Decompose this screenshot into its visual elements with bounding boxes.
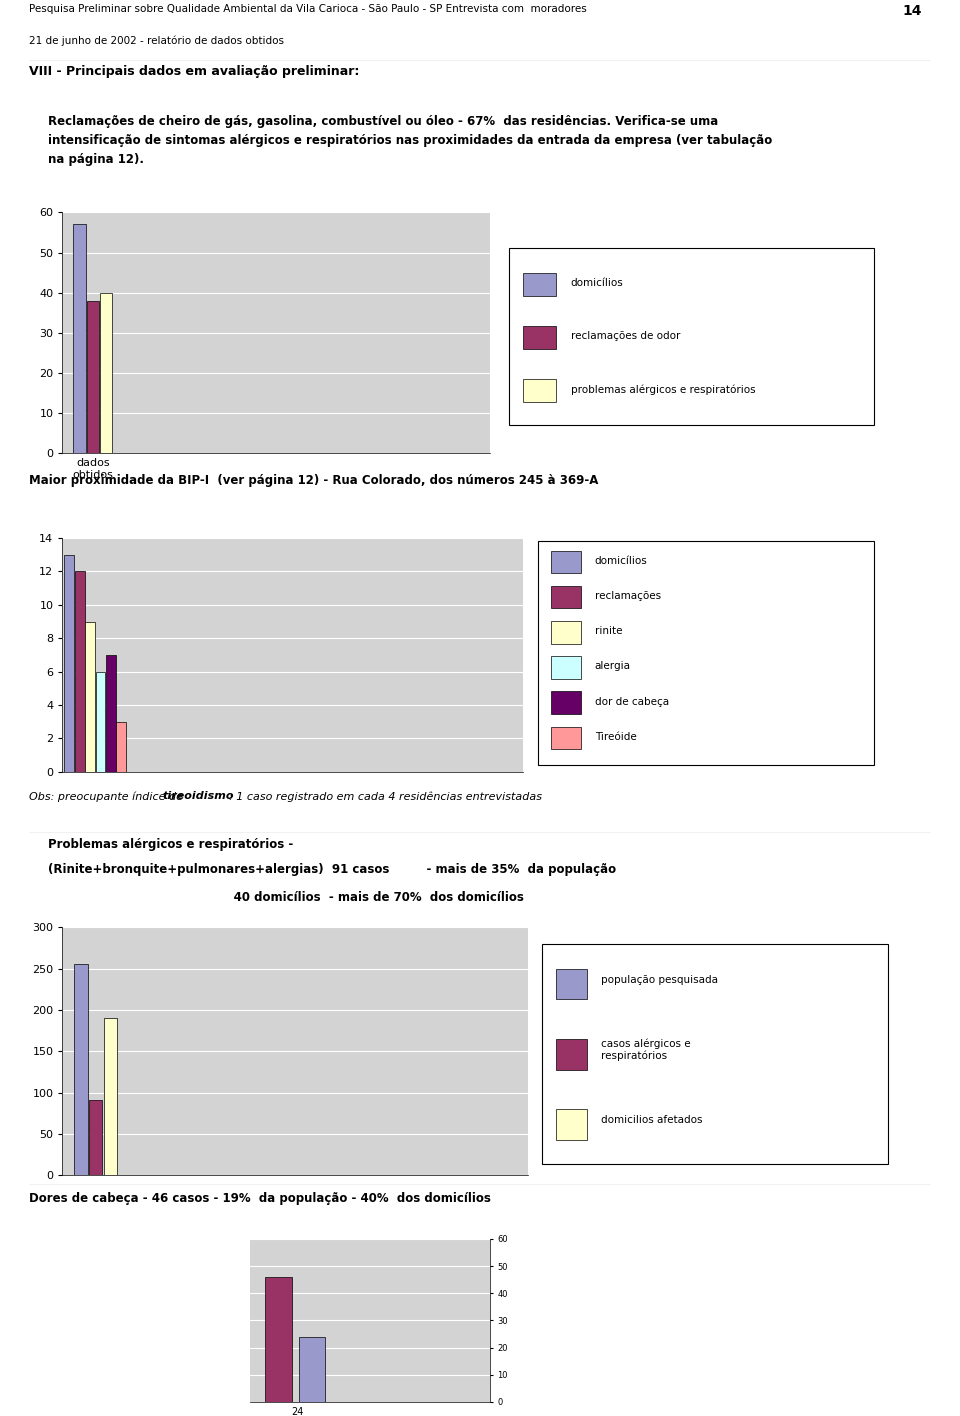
Text: rinite: rinite xyxy=(595,626,622,636)
Bar xyxy=(556,1109,588,1140)
FancyBboxPatch shape xyxy=(542,944,888,1164)
Bar xyxy=(551,691,582,714)
Text: : 1 caso registrado em cada 4 residências entrevistadas: : 1 caso registrado em cada 4 residência… xyxy=(229,792,542,801)
Bar xyxy=(551,657,582,678)
Bar xyxy=(100,293,112,453)
FancyBboxPatch shape xyxy=(509,248,874,425)
Text: reclamações: reclamações xyxy=(595,590,660,602)
Bar xyxy=(96,671,106,772)
Bar xyxy=(64,555,74,772)
Text: 21 de junho de 2002 - relatório de dados obtidos: 21 de junho de 2002 - relatório de dados… xyxy=(29,35,284,45)
Bar xyxy=(299,1337,325,1402)
Bar xyxy=(265,1277,292,1402)
Bar xyxy=(106,654,116,772)
Text: dor de cabeça: dor de cabeça xyxy=(595,697,669,707)
Bar xyxy=(551,551,582,573)
Text: Reclamações de cheiro de gás, gasolina, combustível ou óleo - 67%  das residênci: Reclamações de cheiro de gás, gasolina, … xyxy=(48,115,772,166)
Text: domicílios: domicílios xyxy=(595,556,647,566)
Text: população pesquisada: população pesquisada xyxy=(601,974,718,984)
Bar xyxy=(85,622,95,772)
Text: 40 domicílios  - mais de 70%  dos domicílios: 40 domicílios - mais de 70% dos domicíli… xyxy=(48,891,524,903)
Bar xyxy=(551,622,582,644)
Text: Dores de cabeça - 46 casos - 19%  da população - 40%  dos domicílios: Dores de cabeça - 46 casos - 19% da popu… xyxy=(29,1192,491,1205)
Bar xyxy=(523,272,556,296)
Text: tireoidismo: tireoidismo xyxy=(162,792,234,801)
Text: 14: 14 xyxy=(902,4,922,18)
FancyBboxPatch shape xyxy=(538,541,874,765)
Bar xyxy=(523,378,556,402)
Text: alergia: alergia xyxy=(595,661,631,671)
Bar xyxy=(86,300,99,453)
Text: Pesquisa Preliminar sobre Qualidade Ambiental da Vila Carioca - São Paulo - SP E: Pesquisa Preliminar sobre Qualidade Ambi… xyxy=(29,4,587,14)
Bar xyxy=(523,326,556,348)
Bar xyxy=(74,964,87,1175)
Text: Problemas alérgicos e respiratórios -: Problemas alérgicos e respiratórios - xyxy=(48,838,293,851)
Text: Tireóide: Tireóide xyxy=(595,732,636,742)
Text: domicílios: domicílios xyxy=(571,278,624,289)
Text: casos alérgicos e
respiratórios: casos alérgicos e respiratórios xyxy=(601,1038,691,1061)
Text: reclamações de odor: reclamações de odor xyxy=(571,331,681,341)
Bar xyxy=(73,224,85,453)
Bar xyxy=(551,726,582,749)
Bar xyxy=(89,1100,103,1175)
Bar xyxy=(75,572,84,772)
Text: problemas alérgicos e respiratórios: problemas alérgicos e respiratórios xyxy=(571,384,756,395)
Text: VIII - Principais dados em avaliação preliminar:: VIII - Principais dados em avaliação pre… xyxy=(29,65,359,78)
Bar xyxy=(556,969,588,1000)
Bar xyxy=(116,722,126,772)
Text: Maior proximidade da BIP-I  (ver página 12) - Rua Colorado, dos números 245 à 36: Maior proximidade da BIP-I (ver página 1… xyxy=(29,474,598,487)
Text: domicilios afetados: domicilios afetados xyxy=(601,1114,703,1126)
Bar xyxy=(551,586,582,609)
Text: Obs: preocupante índice de: Obs: preocupante índice de xyxy=(29,792,186,801)
Text: (Rinite+bronquite+pulmonares+alergias)  91 casos         - mais de 35%  da popul: (Rinite+bronquite+pulmonares+alergias) 9… xyxy=(48,864,616,877)
Bar xyxy=(556,1039,588,1069)
Bar xyxy=(104,1018,117,1175)
